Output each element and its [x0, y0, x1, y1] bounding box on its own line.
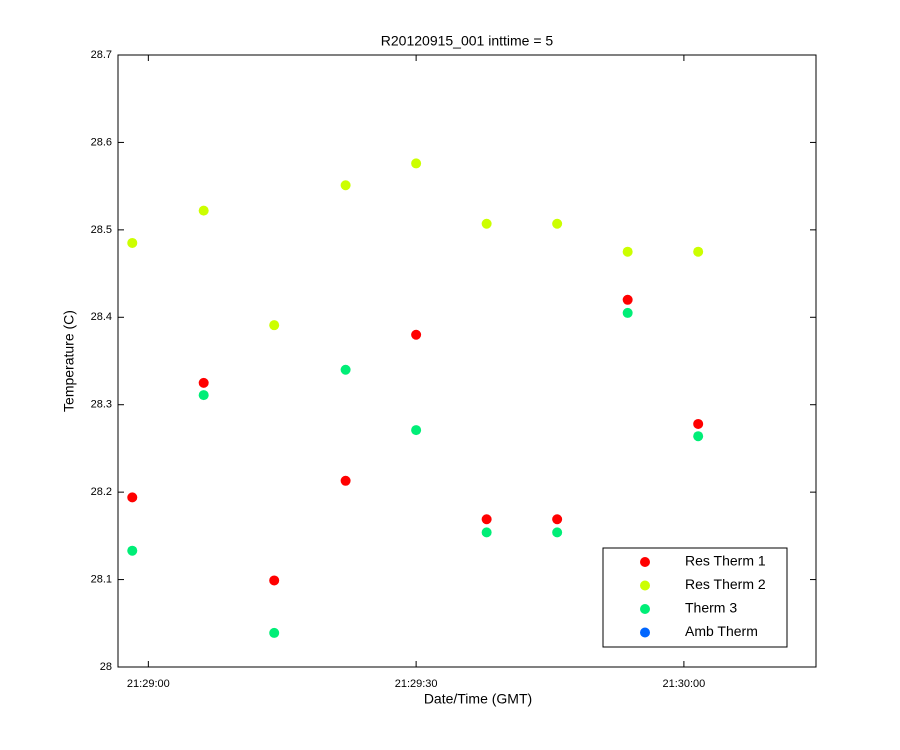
data-point — [622, 246, 633, 257]
data-point — [411, 425, 422, 436]
legend-label: Res Therm 2 — [685, 576, 766, 592]
legend-marker — [640, 580, 650, 591]
data-point — [269, 627, 280, 638]
data-point — [411, 158, 422, 169]
data-point — [552, 218, 563, 229]
legend-marker — [640, 557, 650, 567]
data-point — [693, 246, 704, 257]
data-point — [693, 418, 704, 429]
data-point — [340, 475, 351, 486]
y-tick-label: 28.6 — [91, 136, 112, 148]
y-tick-label: 28.7 — [91, 49, 112, 61]
data-point — [622, 307, 633, 318]
legend-marker — [640, 627, 650, 638]
data-point — [481, 218, 492, 229]
x-tick-label: 21:30:00 — [662, 678, 705, 690]
legend-box — [602, 547, 788, 648]
x-axis-label: Date/Time (GMT) — [424, 691, 532, 707]
data-point — [198, 377, 209, 388]
y-tick-label: 28.4 — [91, 311, 112, 323]
data-point — [198, 390, 209, 401]
data-point — [552, 527, 563, 538]
data-point — [127, 492, 138, 503]
data-point — [411, 329, 422, 340]
y-axis-label: Temperature (C) — [61, 310, 77, 412]
legend-label: Therm 3 — [685, 600, 737, 616]
legend-label: Amb Therm — [685, 623, 758, 639]
legend-label: Res Therm 1 — [685, 553, 766, 569]
x-tick-label: 21:29:30 — [395, 678, 438, 690]
y-tick-label: 28.1 — [91, 573, 112, 585]
y-tick-label: 28.3 — [91, 399, 112, 411]
y-tick-label: 28 — [100, 661, 112, 673]
y-tick-label: 28.2 — [91, 486, 112, 498]
data-point — [127, 237, 138, 248]
data-point — [269, 320, 280, 331]
chart-title: R20120915_001 inttime = 5 — [381, 33, 554, 49]
data-point — [622, 294, 633, 305]
x-tick-label: 21:29:00 — [127, 678, 170, 690]
legend-marker — [640, 604, 650, 614]
data-point — [127, 545, 138, 556]
plot-frame — [117, 54, 817, 668]
data-point — [552, 514, 563, 525]
data-point — [481, 514, 492, 525]
data-point — [481, 527, 492, 538]
data-point — [198, 205, 209, 216]
data-point — [340, 180, 351, 191]
y-tick-label: 28.5 — [91, 224, 112, 236]
data-point — [693, 431, 704, 442]
data-point — [269, 575, 280, 586]
data-point — [340, 364, 351, 375]
